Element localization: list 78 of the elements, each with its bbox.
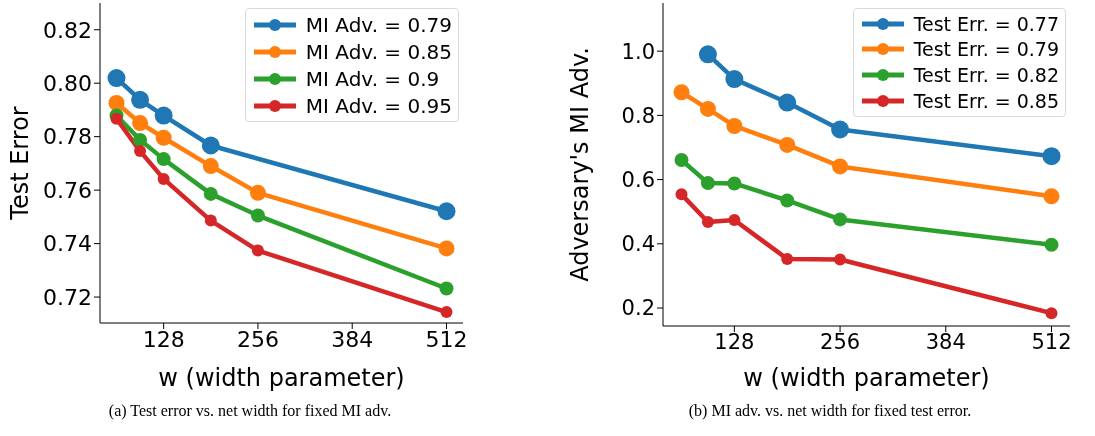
point [779,136,796,153]
y-tick-label: 1.0 [621,39,655,64]
y-axis-title: Adversary's MI Adv. [566,47,594,282]
point [133,132,148,147]
point [725,70,744,89]
point [251,244,264,257]
point [1042,147,1061,166]
y-tick-label: 0.2 [621,296,655,321]
point [778,93,797,112]
point [728,214,741,227]
legend-label: Test Err. = 0.82 [913,64,1059,87]
point [155,129,172,146]
legend-label: Test Err. = 0.85 [913,89,1059,112]
point [1043,188,1060,205]
y-tick-label: 0.8 [621,103,655,128]
y-tick-label: 0.78 [43,124,92,150]
point [699,100,716,117]
x-axis-title: w (width parameter) [158,364,405,392]
x-tick-label: 128 [714,329,755,354]
point [157,172,170,185]
x-tick-label: 256 [820,329,861,354]
point [440,306,453,319]
legend-label: MI Adv. = 0.85 [305,39,452,64]
y-tick-label: 0.80 [43,71,92,97]
y-tick-label: 0.76 [43,177,92,203]
point [249,184,266,201]
y-tick-label: 0.72 [43,284,92,310]
point [439,281,454,296]
x-tick-label: 384 [331,326,374,352]
x-tick-label: 384 [925,329,966,354]
point [132,115,149,132]
y-tick-label: 0.82 [43,17,92,43]
x-tick-label: 512 [425,326,468,352]
point [701,215,714,228]
point [107,69,126,88]
point [780,193,795,208]
point [698,45,717,64]
point [674,153,689,168]
point [833,212,848,227]
point [201,136,220,155]
point [438,240,455,257]
point [700,176,715,191]
point [673,84,690,101]
point [202,158,219,175]
point [832,158,849,175]
y-axis-title: Test Error [6,106,34,221]
point [781,252,794,265]
legend-label: Test Err. = 0.79 [913,38,1059,61]
point [134,145,147,158]
x-tick-label: 256 [236,326,279,352]
x-tick-label: 128 [142,326,185,352]
point [110,112,123,125]
point [834,253,847,266]
point [1045,307,1058,320]
point [726,117,743,134]
point [250,208,265,223]
point [154,106,173,125]
point [203,186,218,201]
text: (b) MI adv. vs. net width for fixed test error. [687,402,973,420]
x-axis-title: w (width parameter) [743,364,990,392]
point [108,94,125,111]
legend-label: MI Adv. = 0.9 [305,66,440,91]
y-tick-label: 0.4 [621,232,655,257]
point [131,90,150,109]
point [675,188,688,201]
point [831,120,850,139]
point [204,214,217,227]
point [727,176,742,191]
point [1044,237,1059,252]
point [437,202,456,221]
point [156,152,171,167]
y-tick-label: 0.6 [621,168,655,193]
legend-label: MI Adv. = 0.79 [305,12,452,37]
y-tick-label: 0.74 [43,231,92,257]
legend-label: MI Adv. = 0.95 [305,93,452,118]
text: (a) Test error vs. net width for fixed MI adv. [107,402,393,420]
legend-label: Test Err. = 0.77 [913,12,1059,35]
x-tick-label: 512 [1031,329,1072,354]
